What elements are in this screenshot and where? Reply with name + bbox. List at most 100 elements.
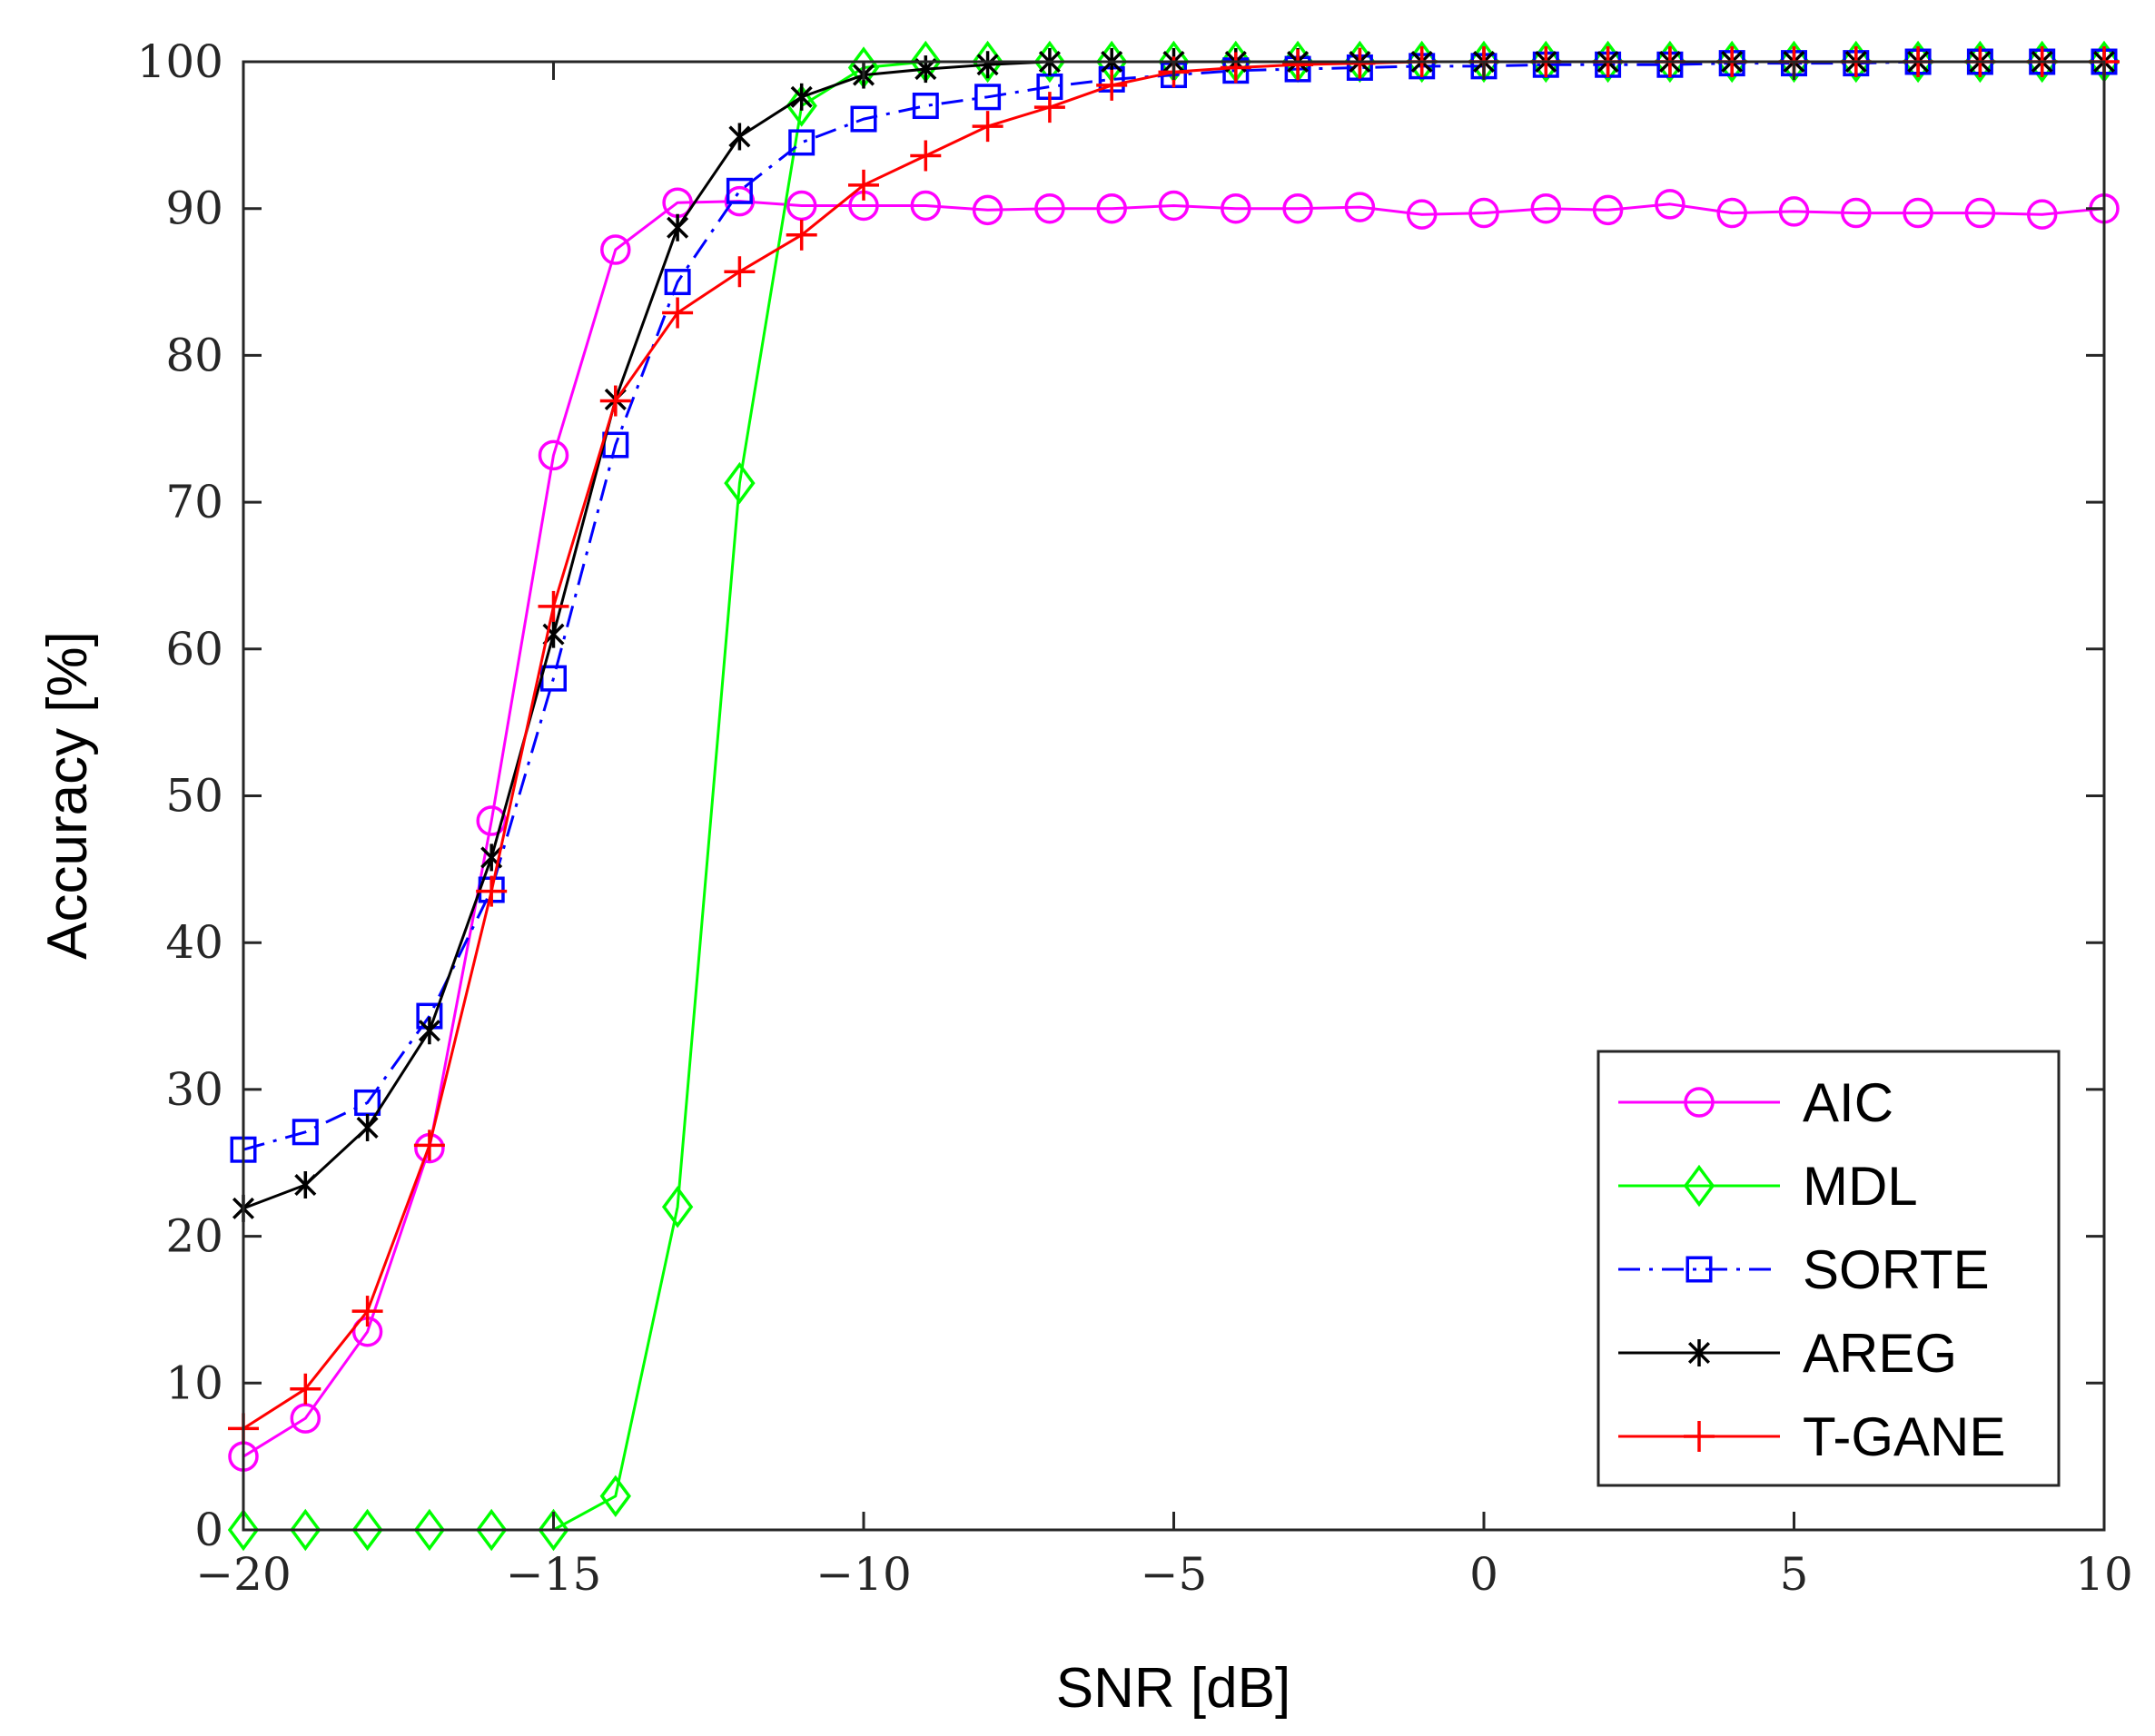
legend-entry-aic: AIC (1618, 1072, 1893, 1133)
data-point-mdl (1716, 40, 1748, 84)
y-tick-label: 90 (165, 182, 223, 235)
data-point-mdl (661, 1186, 694, 1228)
x-tick-label: 0 (1469, 1548, 1498, 1601)
data-point-t-gane (662, 297, 694, 329)
data-point-aic (1034, 192, 1065, 224)
data-point-sorte (664, 269, 691, 296)
data-point-mdl (1964, 40, 1996, 84)
y-tick-label: 50 (165, 770, 223, 823)
data-point-sorte (850, 105, 877, 133)
x-tick-label: −5 (1141, 1548, 1208, 1601)
data-point-mdl (351, 1508, 383, 1552)
data-point-t-gane (786, 219, 817, 251)
x-axis-label: SNR [dB] (1056, 1657, 1290, 1720)
data-point-areg (667, 213, 689, 242)
data-point-areg (418, 1017, 440, 1045)
x-tick-label: −15 (506, 1548, 602, 1601)
data-point-aic (1841, 197, 1872, 229)
data-point-sorte (726, 177, 753, 204)
data-point-mdl (1592, 40, 1624, 84)
legend-entry-t-gane: T-GANE (1618, 1406, 2005, 1467)
data-point-aic (724, 185, 756, 217)
legend: AIC MDL SORTE AREG T-GANE (1596, 1050, 2061, 1487)
legend-label: SORTE (1803, 1239, 1990, 1300)
legend-entry-mdl: MDL (1618, 1156, 1918, 1217)
data-point-mdl (1654, 40, 1686, 84)
y-tick-label: 40 (165, 916, 223, 969)
data-point-aic (1282, 192, 1313, 224)
legend-marker-mdl (1683, 1164, 1715, 1208)
data-point-t-gane (1033, 92, 1065, 123)
y-axis-label: Accuracy [%] (36, 631, 99, 960)
data-point-mdl (1840, 40, 1872, 84)
data-point-t-gane (538, 590, 569, 622)
data-point-mdl (2026, 40, 2058, 84)
legend-label: AREG (1803, 1323, 1957, 1384)
x-tick-label: 10 (2075, 1548, 2133, 1601)
y-tick-label: 70 (165, 476, 223, 528)
data-point-aic (786, 190, 817, 222)
legend-marker-sorte (1685, 1256, 1713, 1283)
data-point-mdl (1778, 40, 1810, 84)
data-point-t-gane (910, 140, 942, 172)
data-point-t-gane (413, 1129, 445, 1161)
data-point-aic (1903, 197, 1933, 229)
data-point-mdl (1902, 40, 1934, 84)
data-point-areg (356, 1113, 379, 1141)
y-tick-label: 80 (165, 329, 223, 381)
data-point-t-gane (476, 875, 508, 907)
data-point-t-gane (972, 111, 1003, 143)
data-point-mdl (786, 84, 817, 127)
data-point-mdl (1530, 40, 1562, 84)
data-point-areg (728, 123, 751, 151)
data-point-aic (1096, 192, 1127, 224)
data-point-aic (1468, 197, 1499, 229)
legend-label: AIC (1803, 1072, 1893, 1133)
data-point-mdl (599, 1475, 631, 1517)
data-point-aic (1655, 189, 1685, 220)
data-point-aic (1592, 194, 1624, 226)
data-point-mdl (1033, 40, 1066, 84)
x-tick-label: −10 (816, 1548, 912, 1601)
data-point-aic (1530, 192, 1562, 224)
data-point-aic (538, 439, 569, 471)
y-tick-label: 100 (137, 35, 223, 88)
data-point-aic (1716, 197, 1747, 229)
data-point-mdl (290, 1508, 321, 1552)
data-point-aic (1158, 190, 1190, 222)
data-point-sorte (292, 1119, 319, 1146)
y-tick-label: 20 (165, 1210, 223, 1263)
legend-label: T-GANE (1803, 1406, 2005, 1467)
data-point-mdl (476, 1508, 508, 1552)
data-point-aic (290, 1403, 321, 1434)
data-point-aic (1406, 199, 1438, 230)
data-point-t-gane (599, 385, 631, 417)
data-point-aic (600, 234, 631, 265)
data-point-t-gane (1282, 49, 1314, 81)
data-point-t-gane (724, 256, 756, 288)
data-point-t-gane (848, 169, 879, 201)
y-tick-label: 30 (165, 1063, 223, 1116)
x-tick-label: 5 (1780, 1548, 1809, 1601)
data-point-t-gane (290, 1373, 321, 1405)
data-point-aic (2026, 199, 2058, 230)
legend-marker-areg (1687, 1339, 1711, 1366)
data-point-areg (294, 1171, 317, 1199)
data-point-mdl (413, 1508, 446, 1552)
data-point-t-gane (1344, 47, 1376, 79)
data-point-t-gane (351, 1296, 383, 1327)
legend-marker-aic (1684, 1087, 1715, 1118)
data-point-mdl (227, 1508, 260, 1552)
data-point-t-gane (1220, 52, 1251, 84)
data-point-aic (1964, 197, 1996, 229)
legend-entry-sorte: SORTE (1618, 1239, 1990, 1300)
data-point-areg (976, 51, 999, 79)
data-point-aic (1778, 196, 1810, 227)
data-point-sorte (788, 129, 816, 156)
series-line-aic (242, 200, 2105, 1458)
x-tick-label: −20 (195, 1548, 292, 1601)
data-point-sorte (912, 93, 939, 120)
data-point-sorte (974, 84, 1002, 111)
